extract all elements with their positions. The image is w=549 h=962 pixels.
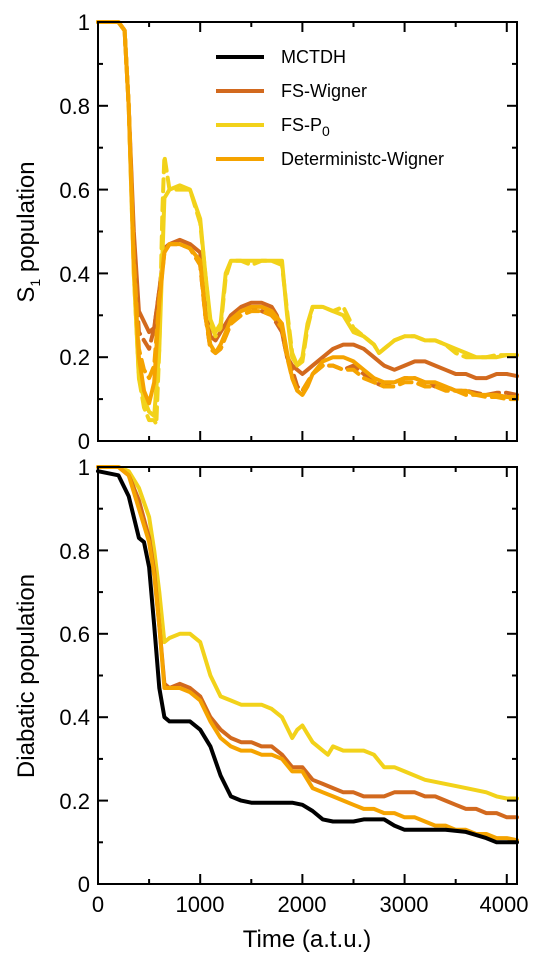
top-ylabel-s: S — [13, 287, 40, 303]
bottom-ylabel: Diabatic population — [13, 574, 40, 778]
top-ytick-3: 0.6 — [59, 178, 90, 203]
legend-label-mctdh: MCTDH — [281, 47, 346, 67]
top-series-line-5 — [96, 20, 519, 402]
bottom-series-line-0 — [96, 465, 519, 801]
top-ylabel: S1 population — [13, 161, 43, 302]
bottom-series-line-3 — [96, 469, 519, 845]
bottom-xtick-2: 2000 — [278, 892, 327, 917]
bottom-ytick-3: 0.6 — [59, 622, 90, 647]
legend: MCTDH FS-Wigner FS-P0 Deterministc-Wigne… — [216, 47, 444, 169]
top-panel-series — [96, 20, 519, 427]
top-panel: 0 0.2 0.4 0.6 0.8 1 S1 population MCTDH … — [13, 10, 519, 454]
legend-label-fs-p0: FS-P0 — [281, 115, 330, 139]
bottom-panel-ticks — [97, 466, 517, 885]
bottom-ytick-1: 0.2 — [59, 789, 90, 814]
top-ylabel-sub: 1 — [27, 279, 43, 287]
bottom-panel: 0 0.2 0.4 0.6 0.8 1 0 1000 2000 3000 400… — [13, 455, 528, 953]
top-ytick-5: 1 — [78, 10, 90, 35]
bottom-series-line-2 — [96, 465, 519, 843]
bottom-ytick-2: 0.4 — [59, 705, 90, 730]
bottom-xtick-1: 1000 — [176, 892, 225, 917]
top-ytick-0: 0 — [78, 429, 90, 454]
top-ytick-4: 0.8 — [59, 94, 90, 119]
top-ylabel-rest: population — [13, 161, 40, 278]
top-ytick-1: 0.2 — [59, 345, 90, 370]
bottom-ytick-4: 0.8 — [59, 539, 90, 564]
bottom-xtick-0: 0 — [92, 892, 104, 917]
bottom-panel-series — [96, 465, 519, 845]
bottom-xtick-3: 3000 — [380, 892, 429, 917]
legend-label-fs-p0-sub: 0 — [322, 123, 330, 139]
bottom-panel-frame — [97, 466, 518, 885]
bottom-xlabel: Time (a.t.u.) — [243, 926, 371, 953]
bottom-xtick-4: 4000 — [480, 892, 529, 917]
bottom-ytick-5: 1 — [78, 455, 90, 480]
top-series-line-3 — [96, 20, 519, 427]
legend-label-fs-wigner: FS-Wigner — [281, 81, 367, 101]
legend-label-fs-p0-main: FS-P — [281, 115, 322, 135]
top-ytick-2: 0.4 — [59, 262, 90, 287]
top-panel-ticks — [97, 21, 517, 442]
legend-label-deterministc-wigner: Deterministc-Wigner — [281, 149, 444, 169]
bottom-ytick-0: 0 — [78, 872, 90, 897]
